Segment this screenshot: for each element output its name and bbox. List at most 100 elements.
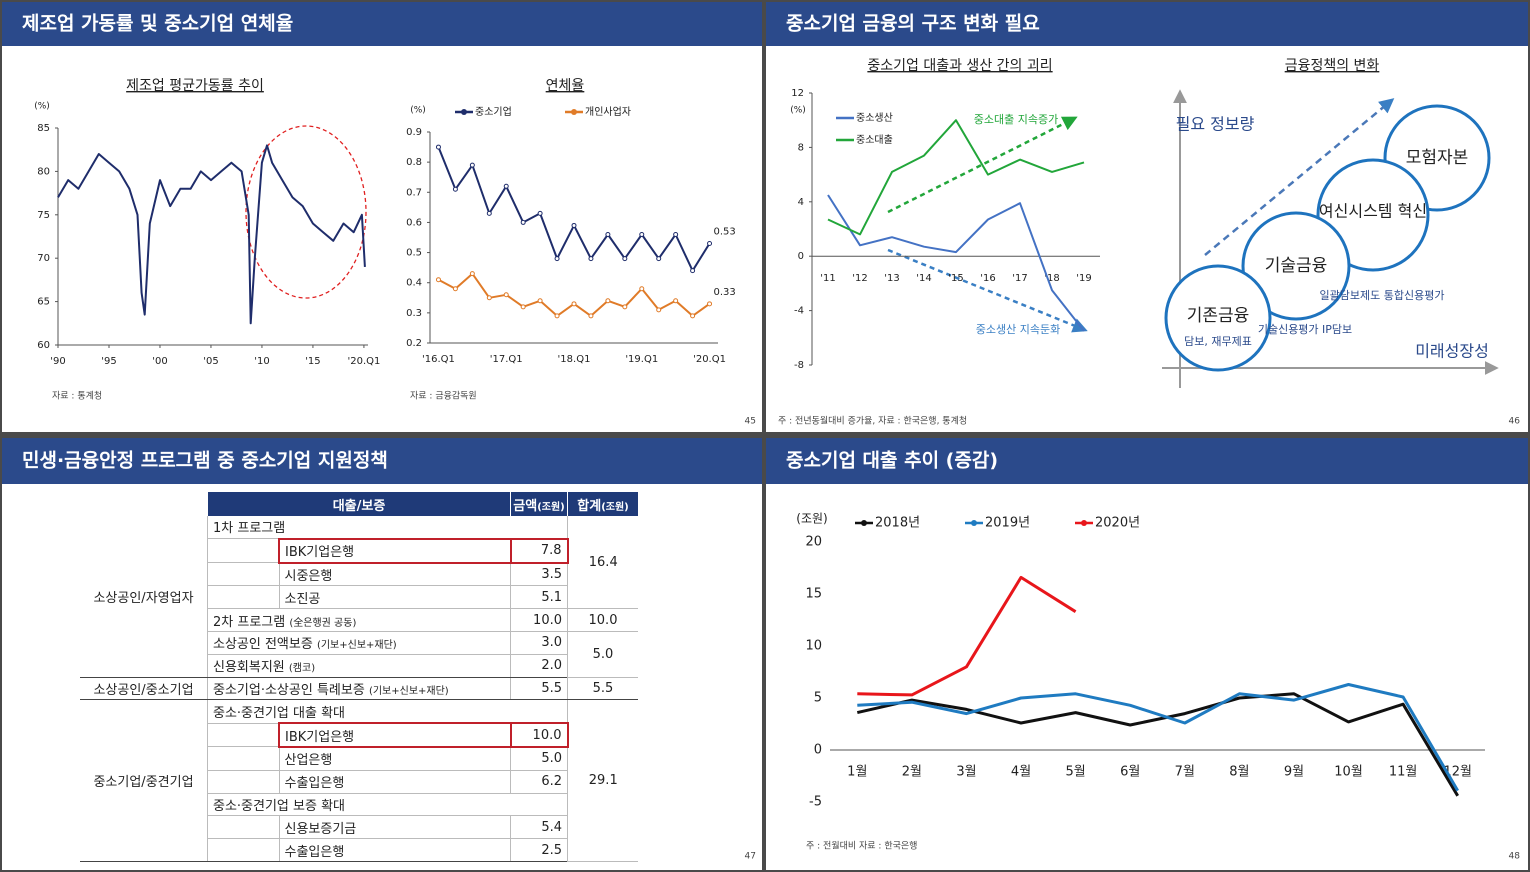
- annotation: 중소대출 지속증가: [974, 113, 1058, 126]
- slide-title: 제조업 가동률 및 중소기업 연체율: [22, 13, 293, 35]
- indent-cell: [207, 562, 279, 587]
- y-tick-label: 0.3: [406, 308, 422, 319]
- item-text: IBK기업은행: [285, 729, 355, 745]
- item-cell: 1차 프로그램: [207, 516, 568, 540]
- y-tick-label: 85: [37, 123, 50, 134]
- total-cell: 16.4: [567, 516, 638, 610]
- x-tick-label: 7월: [1175, 765, 1195, 780]
- header-bar: [766, 438, 1528, 484]
- header-cell: 금액(조원): [510, 492, 568, 516]
- item-text: 2차 프로그램: [213, 614, 286, 630]
- x-tick-label: 9월: [1284, 765, 1304, 780]
- x-tick-label: '17.Q1: [490, 354, 523, 365]
- x-tick-label: '95: [101, 356, 116, 367]
- marker: [673, 298, 679, 304]
- node: [1164, 264, 1272, 372]
- marker: [571, 301, 577, 307]
- x-tick-label: '20.Q1: [347, 356, 380, 367]
- x-tick-label: '00: [152, 356, 167, 367]
- indent-cell: [207, 815, 279, 840]
- amount-cell: 7.8: [509, 537, 569, 564]
- y-tick-label: 60: [37, 340, 50, 351]
- header-bar: [2, 2, 762, 46]
- x-tick-label: '16: [980, 273, 995, 284]
- item-text: 소진공: [284, 591, 321, 607]
- y-tick-label: 65: [37, 297, 50, 308]
- header-text: 대출/보증: [332, 498, 386, 514]
- x-tick-label: '15: [305, 356, 320, 367]
- trend-arrow: [887, 116, 1078, 214]
- amount-cell: 5.5: [510, 677, 568, 701]
- x-tick-label: '18: [1044, 273, 1059, 284]
- axis-unit: (%): [410, 106, 426, 116]
- table-row: 중소·중견기업 보증 확대: [80, 793, 638, 817]
- header-cell: 합계(조원): [567, 492, 638, 516]
- marker: [435, 144, 441, 150]
- table-row: 소상공인 전액보증 (기보+신보+재단) 3.0 5.0: [80, 631, 638, 678]
- marker: [503, 183, 509, 189]
- marker: [503, 292, 509, 298]
- header-unit: (조원): [537, 501, 565, 513]
- table-row: 중소기업/중견기업 중소·중견기업 대출 확대 29.1: [80, 699, 638, 862]
- x-tick-label: 10월: [1334, 765, 1363, 780]
- item-cell: 수출입은행: [278, 770, 511, 794]
- marker: [707, 301, 713, 307]
- x-tick-label: '15: [948, 273, 963, 284]
- item-cell: 신용보증기금: [278, 815, 511, 840]
- y-tick-label: -4: [794, 306, 804, 317]
- y-tick-label: 20: [805, 535, 822, 550]
- axis-unit: (%): [34, 102, 50, 112]
- item-text: 시중은행: [284, 568, 333, 584]
- page-number: 48: [1509, 852, 1521, 862]
- item-cell: 수출입은행: [278, 838, 511, 862]
- annotation: 중소생산 지속둔화: [976, 323, 1060, 336]
- diagram-nodes: [1164, 104, 1491, 372]
- legend-label: 2020년: [1095, 516, 1140, 531]
- table-row: 소상공인/중소기업 중소기업·소상공인 특례보증 (기보+신보+재단) 5.5 5.5: [80, 677, 638, 701]
- x-tick-label: '18.Q1: [558, 354, 591, 365]
- group-cell: 소상공인/중소기업: [80, 677, 208, 701]
- panel: [766, 438, 1528, 870]
- table-row: 소진공 5.1: [80, 585, 638, 610]
- marker: [571, 222, 577, 228]
- header-text: 합계: [577, 498, 602, 514]
- amount-cell: 6.2: [510, 770, 568, 794]
- x-tick-label: 3월: [956, 765, 976, 780]
- x-tick-label: 2월: [902, 765, 922, 780]
- marker: [656, 256, 662, 262]
- header-bar: [766, 2, 1528, 46]
- marker: [554, 256, 560, 262]
- item-cell: 신용회복지원 (캠코): [207, 654, 511, 678]
- marker: [622, 304, 628, 310]
- table-row: 수출입은행 2.5: [80, 838, 638, 862]
- y-tick-label: 0.5: [406, 248, 422, 259]
- y-tick-label: 8: [798, 142, 804, 153]
- x-tick-label: 6월: [1120, 765, 1140, 780]
- legend-label: 2019년: [985, 516, 1030, 531]
- trend-arrow: [1204, 98, 1395, 256]
- total-cell: 5.5: [567, 677, 638, 701]
- node-sub: 일괄담보제도 통합신용평가: [1320, 288, 1445, 302]
- item-cell: 2차 프로그램 (全은행권 공동): [207, 608, 511, 632]
- marker: [452, 186, 458, 192]
- y-tick-label: 70: [37, 253, 50, 264]
- y-tick-label: 0.9: [406, 127, 422, 138]
- x-tick-label: '05: [203, 356, 218, 367]
- total-cell: 29.1: [567, 699, 638, 862]
- item-detail: (기보+신보+재단): [368, 685, 449, 697]
- x-tick-label: '12: [852, 273, 867, 284]
- marker: [588, 313, 594, 319]
- amount-cell: 2.5: [510, 838, 568, 862]
- chart-title: 연체율: [546, 78, 585, 94]
- y-tick-label: 10: [805, 639, 822, 654]
- amount-cell: 5.1: [510, 585, 568, 610]
- data-label: 0.53: [714, 227, 736, 238]
- header-cell: 대출/보증: [207, 492, 511, 516]
- item-text: 소상공인 전액보증: [213, 637, 313, 653]
- header-text: 금액: [513, 498, 538, 514]
- source: 자료 : 금융감독원: [410, 390, 477, 402]
- marker: [588, 256, 594, 262]
- table-row: 신용회복지원 (캠코) 2.0: [80, 654, 638, 678]
- x-tick-label: 8월: [1229, 765, 1249, 780]
